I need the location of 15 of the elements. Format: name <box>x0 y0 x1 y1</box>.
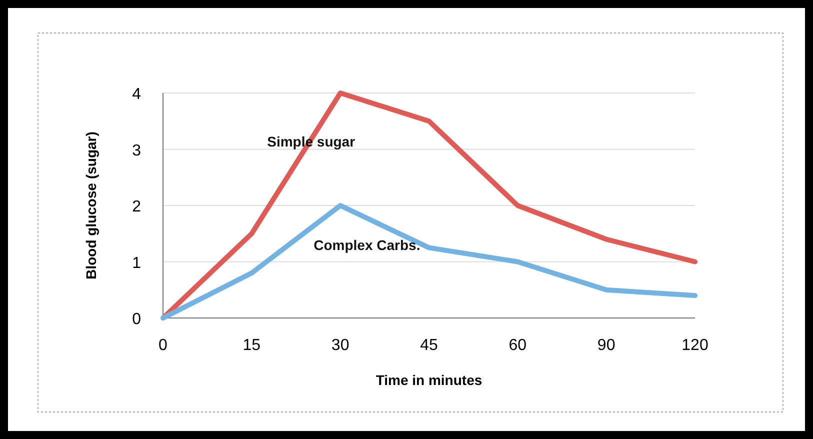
x-tick-label: 120 <box>682 337 708 354</box>
y-tick-label: 0 <box>132 311 142 328</box>
x-tick-label: 15 <box>242 337 261 354</box>
y-axis-title: Blood glucose (sugar) <box>83 132 99 280</box>
series-label: Complex Carbs. <box>314 237 420 254</box>
y-tick-label: 1 <box>132 254 142 272</box>
y-tick-label: 4 <box>132 86 142 103</box>
y-tick-label: 2 <box>132 198 142 216</box>
x-tick-label: 60 <box>508 337 527 354</box>
x-tick-label: 90 <box>597 337 616 354</box>
x-tick-label: 45 <box>420 337 438 354</box>
x-axis-title: Time in minutes <box>376 372 482 388</box>
x-tick-label: 0 <box>158 337 168 354</box>
y-tick-label: 3 <box>132 142 142 160</box>
x-tick-label: 30 <box>331 337 350 354</box>
